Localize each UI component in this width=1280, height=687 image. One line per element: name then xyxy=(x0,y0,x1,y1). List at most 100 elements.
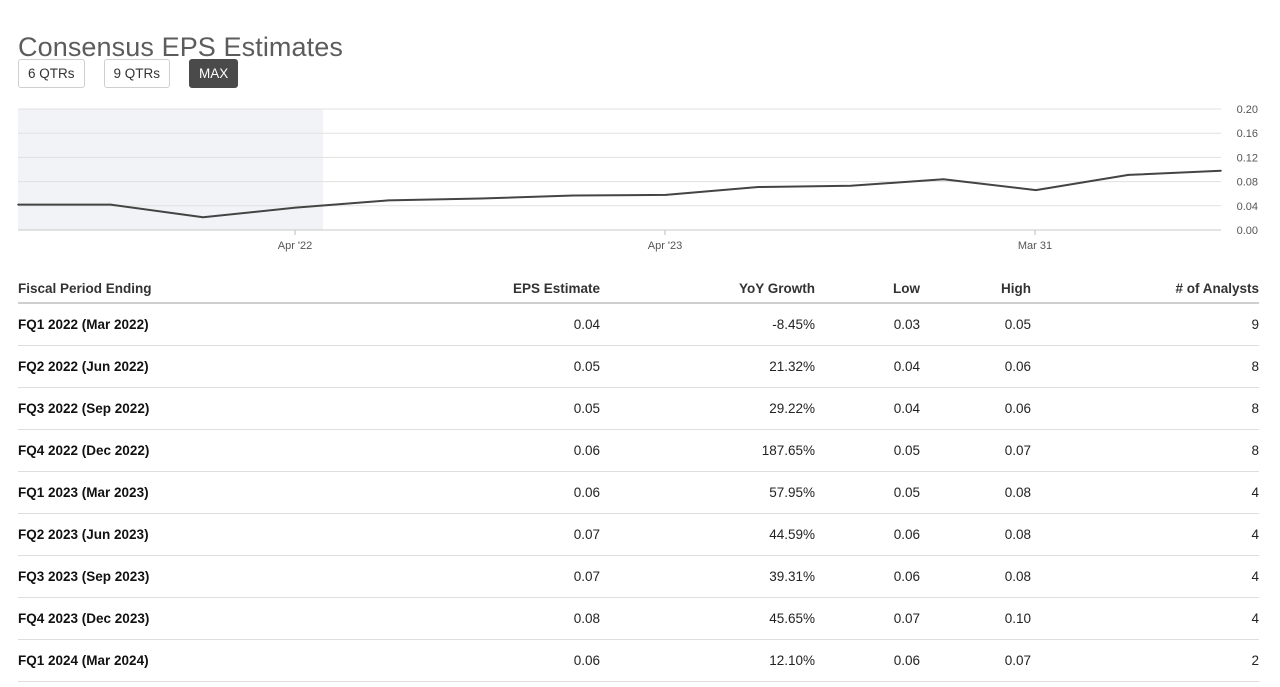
high-cell: 0.08 xyxy=(920,555,1031,598)
fiscal-period-cell: FQ3 2023 (Sep 2023) xyxy=(18,555,298,598)
high-cell: 0.08 xyxy=(920,471,1031,514)
analysts-cell: 4 xyxy=(1031,555,1259,598)
x-tick-label: Mar 31 xyxy=(1018,240,1052,252)
eps-data-point xyxy=(757,186,760,188)
yoy-growth-cell: 12.10% xyxy=(600,639,815,682)
low-cell: 0.04 xyxy=(815,387,920,430)
eps-data-point xyxy=(109,203,112,206)
analysts-cell: 8 xyxy=(1031,429,1259,472)
eps-data-point xyxy=(942,178,945,180)
fiscal-period-cell: FQ4 2022 (Dec 2022) xyxy=(18,429,298,472)
low-cell: 0.06 xyxy=(815,639,920,682)
eps-estimate-cell: 0.06 xyxy=(298,429,600,472)
y-tick-label: 0.08 xyxy=(1237,177,1258,189)
eps-data-point xyxy=(294,206,297,209)
low-cell: 0.03 xyxy=(815,303,920,346)
table-row: FQ3 2023 (Sep 2023) 0.07 39.31% 0.06 0.0… xyxy=(18,555,1259,598)
low-cell: 0.06 xyxy=(815,513,920,556)
eps-chart[interactable]: 0.20 0.16 0.12 0.08 0.04 0.00 Apr '22 Apr '23 Ma… xyxy=(0,96,1280,256)
eps-estimate-cell: 0.07 xyxy=(298,555,600,598)
table-row: FQ1 2022 (Mar 2022) 0.04 -8.45% 0.03 0.0… xyxy=(18,303,1259,346)
eps-data-point xyxy=(572,194,575,197)
low-cell: 0.06 xyxy=(815,555,920,598)
yoy-growth-cell: 187.65% xyxy=(600,429,815,472)
analysts-cell: 4 xyxy=(1031,597,1259,640)
analysts-cell: 4 xyxy=(1031,513,1259,556)
y-tick-label: 0.16 xyxy=(1237,128,1258,140)
table-row: FQ1 2024 (Mar 2024) 0.06 12.10% 0.06 0.0… xyxy=(18,639,1259,682)
eps-estimate-cell: 0.06 xyxy=(298,471,600,514)
high-cell: 0.06 xyxy=(920,387,1031,430)
range-button-max[interactable]: MAX xyxy=(189,59,239,88)
y-tick-label: 0.12 xyxy=(1237,152,1258,164)
eps-estimate-cell: 0.05 xyxy=(298,387,600,430)
eps-estimate-cell: 0.06 xyxy=(298,639,600,682)
x-tick-label: Apr '23 xyxy=(648,240,683,252)
eps-data-point xyxy=(1127,174,1130,176)
range-button-9-qtrs[interactable]: 9 QTRs xyxy=(103,59,171,88)
range-button-group: 6 QTRs 9 QTRs MAX xyxy=(18,59,257,88)
table-row: FQ2 2023 (Jun 2023) 0.07 44.59% 0.06 0.0… xyxy=(18,513,1259,556)
fiscal-period-cell: FQ4 2023 (Dec 2023) xyxy=(18,597,298,640)
yoy-growth-cell: 21.32% xyxy=(600,345,815,388)
range-button-6-qtrs[interactable]: 6 QTRs xyxy=(18,59,85,88)
table-row: FQ4 2022 (Dec 2022) 0.06 187.65% 0.05 0.… xyxy=(18,429,1259,472)
fiscal-period-cell: FQ2 2022 (Jun 2022) xyxy=(18,345,298,388)
table-row: FQ1 2023 (Mar 2023) 0.06 57.95% 0.05 0.0… xyxy=(18,471,1259,514)
analysts-cell: 8 xyxy=(1031,345,1259,388)
eps-data-point xyxy=(202,216,204,219)
eps-estimate-cell: 0.07 xyxy=(298,513,600,556)
yoy-growth-cell: 39.31% xyxy=(600,555,815,598)
analysts-cell: 2 xyxy=(1031,639,1259,682)
eps-data-point xyxy=(664,194,667,196)
fiscal-period-cell: FQ1 2023 (Mar 2023) xyxy=(18,471,298,514)
eps-data-point xyxy=(387,199,389,202)
eps-data-point xyxy=(1220,169,1222,172)
column-header-yoy-growth[interactable]: YoY Growth xyxy=(600,274,815,304)
eps-estimate-cell: 0.05 xyxy=(298,345,600,388)
high-cell: 0.07 xyxy=(920,639,1031,682)
low-cell: 0.07 xyxy=(815,597,920,640)
column-header-low[interactable]: Low xyxy=(815,274,920,304)
fiscal-period-cell: FQ1 2022 (Mar 2022) xyxy=(18,303,298,346)
fiscal-period-cell: FQ3 2022 (Sep 2022) xyxy=(18,387,298,430)
table-row: FQ2 2022 (Jun 2022) 0.05 21.32% 0.04 0.0… xyxy=(18,345,1259,388)
yoy-growth-cell: 45.65% xyxy=(600,597,815,640)
column-header-eps-estimate[interactable]: EPS Estimate xyxy=(298,274,600,304)
low-cell: 0.05 xyxy=(815,429,920,472)
eps-estimate-cell: 0.08 xyxy=(298,597,600,640)
yoy-growth-cell: 29.22% xyxy=(600,387,815,430)
y-tick-label: 0.00 xyxy=(1237,225,1258,237)
column-header-fiscal-period[interactable]: Fiscal Period Ending xyxy=(18,274,298,304)
high-cell: 0.07 xyxy=(920,429,1031,472)
table-row: FQ3 2022 (Sep 2022) 0.05 29.22% 0.04 0.0… xyxy=(18,387,1259,430)
y-tick-label: 0.20 xyxy=(1237,104,1258,116)
table-header-row: Fiscal Period Ending EPS Estimate YoY Gr… xyxy=(18,274,1259,304)
eps-estimates-table: Fiscal Period Ending EPS Estimate YoY Gr… xyxy=(18,274,1259,682)
analysts-cell: 9 xyxy=(1031,303,1259,346)
high-cell: 0.05 xyxy=(920,303,1031,346)
low-cell: 0.04 xyxy=(815,345,920,388)
high-cell: 0.08 xyxy=(920,513,1031,556)
page-title: Consensus EPS Estimates xyxy=(18,32,343,63)
analysts-cell: 8 xyxy=(1031,387,1259,430)
table-row: FQ4 2023 (Dec 2023) 0.08 45.65% 0.07 0.1… xyxy=(18,597,1259,640)
eps-data-point xyxy=(1035,189,1037,191)
eps-data-point xyxy=(17,203,19,206)
eps-data-point xyxy=(479,197,482,200)
high-cell: 0.10 xyxy=(920,597,1031,640)
low-cell: 0.05 xyxy=(815,471,920,514)
column-header-analysts[interactable]: # of Analysts xyxy=(1031,274,1259,304)
yoy-growth-cell: 57.95% xyxy=(600,471,815,514)
eps-series-line xyxy=(18,169,1222,219)
eps-data-point xyxy=(850,185,852,187)
y-tick-label: 0.04 xyxy=(1237,201,1258,213)
high-cell: 0.06 xyxy=(920,345,1031,388)
analysts-cell: 4 xyxy=(1031,471,1259,514)
x-tick-label: Apr '22 xyxy=(278,240,313,252)
eps-estimate-cell: 0.04 xyxy=(298,303,600,346)
yoy-growth-cell: -8.45% xyxy=(600,303,815,346)
fiscal-period-cell: FQ2 2023 (Jun 2023) xyxy=(18,513,298,556)
column-header-high[interactable]: High xyxy=(920,274,1031,304)
yoy-growth-cell: 44.59% xyxy=(600,513,815,556)
